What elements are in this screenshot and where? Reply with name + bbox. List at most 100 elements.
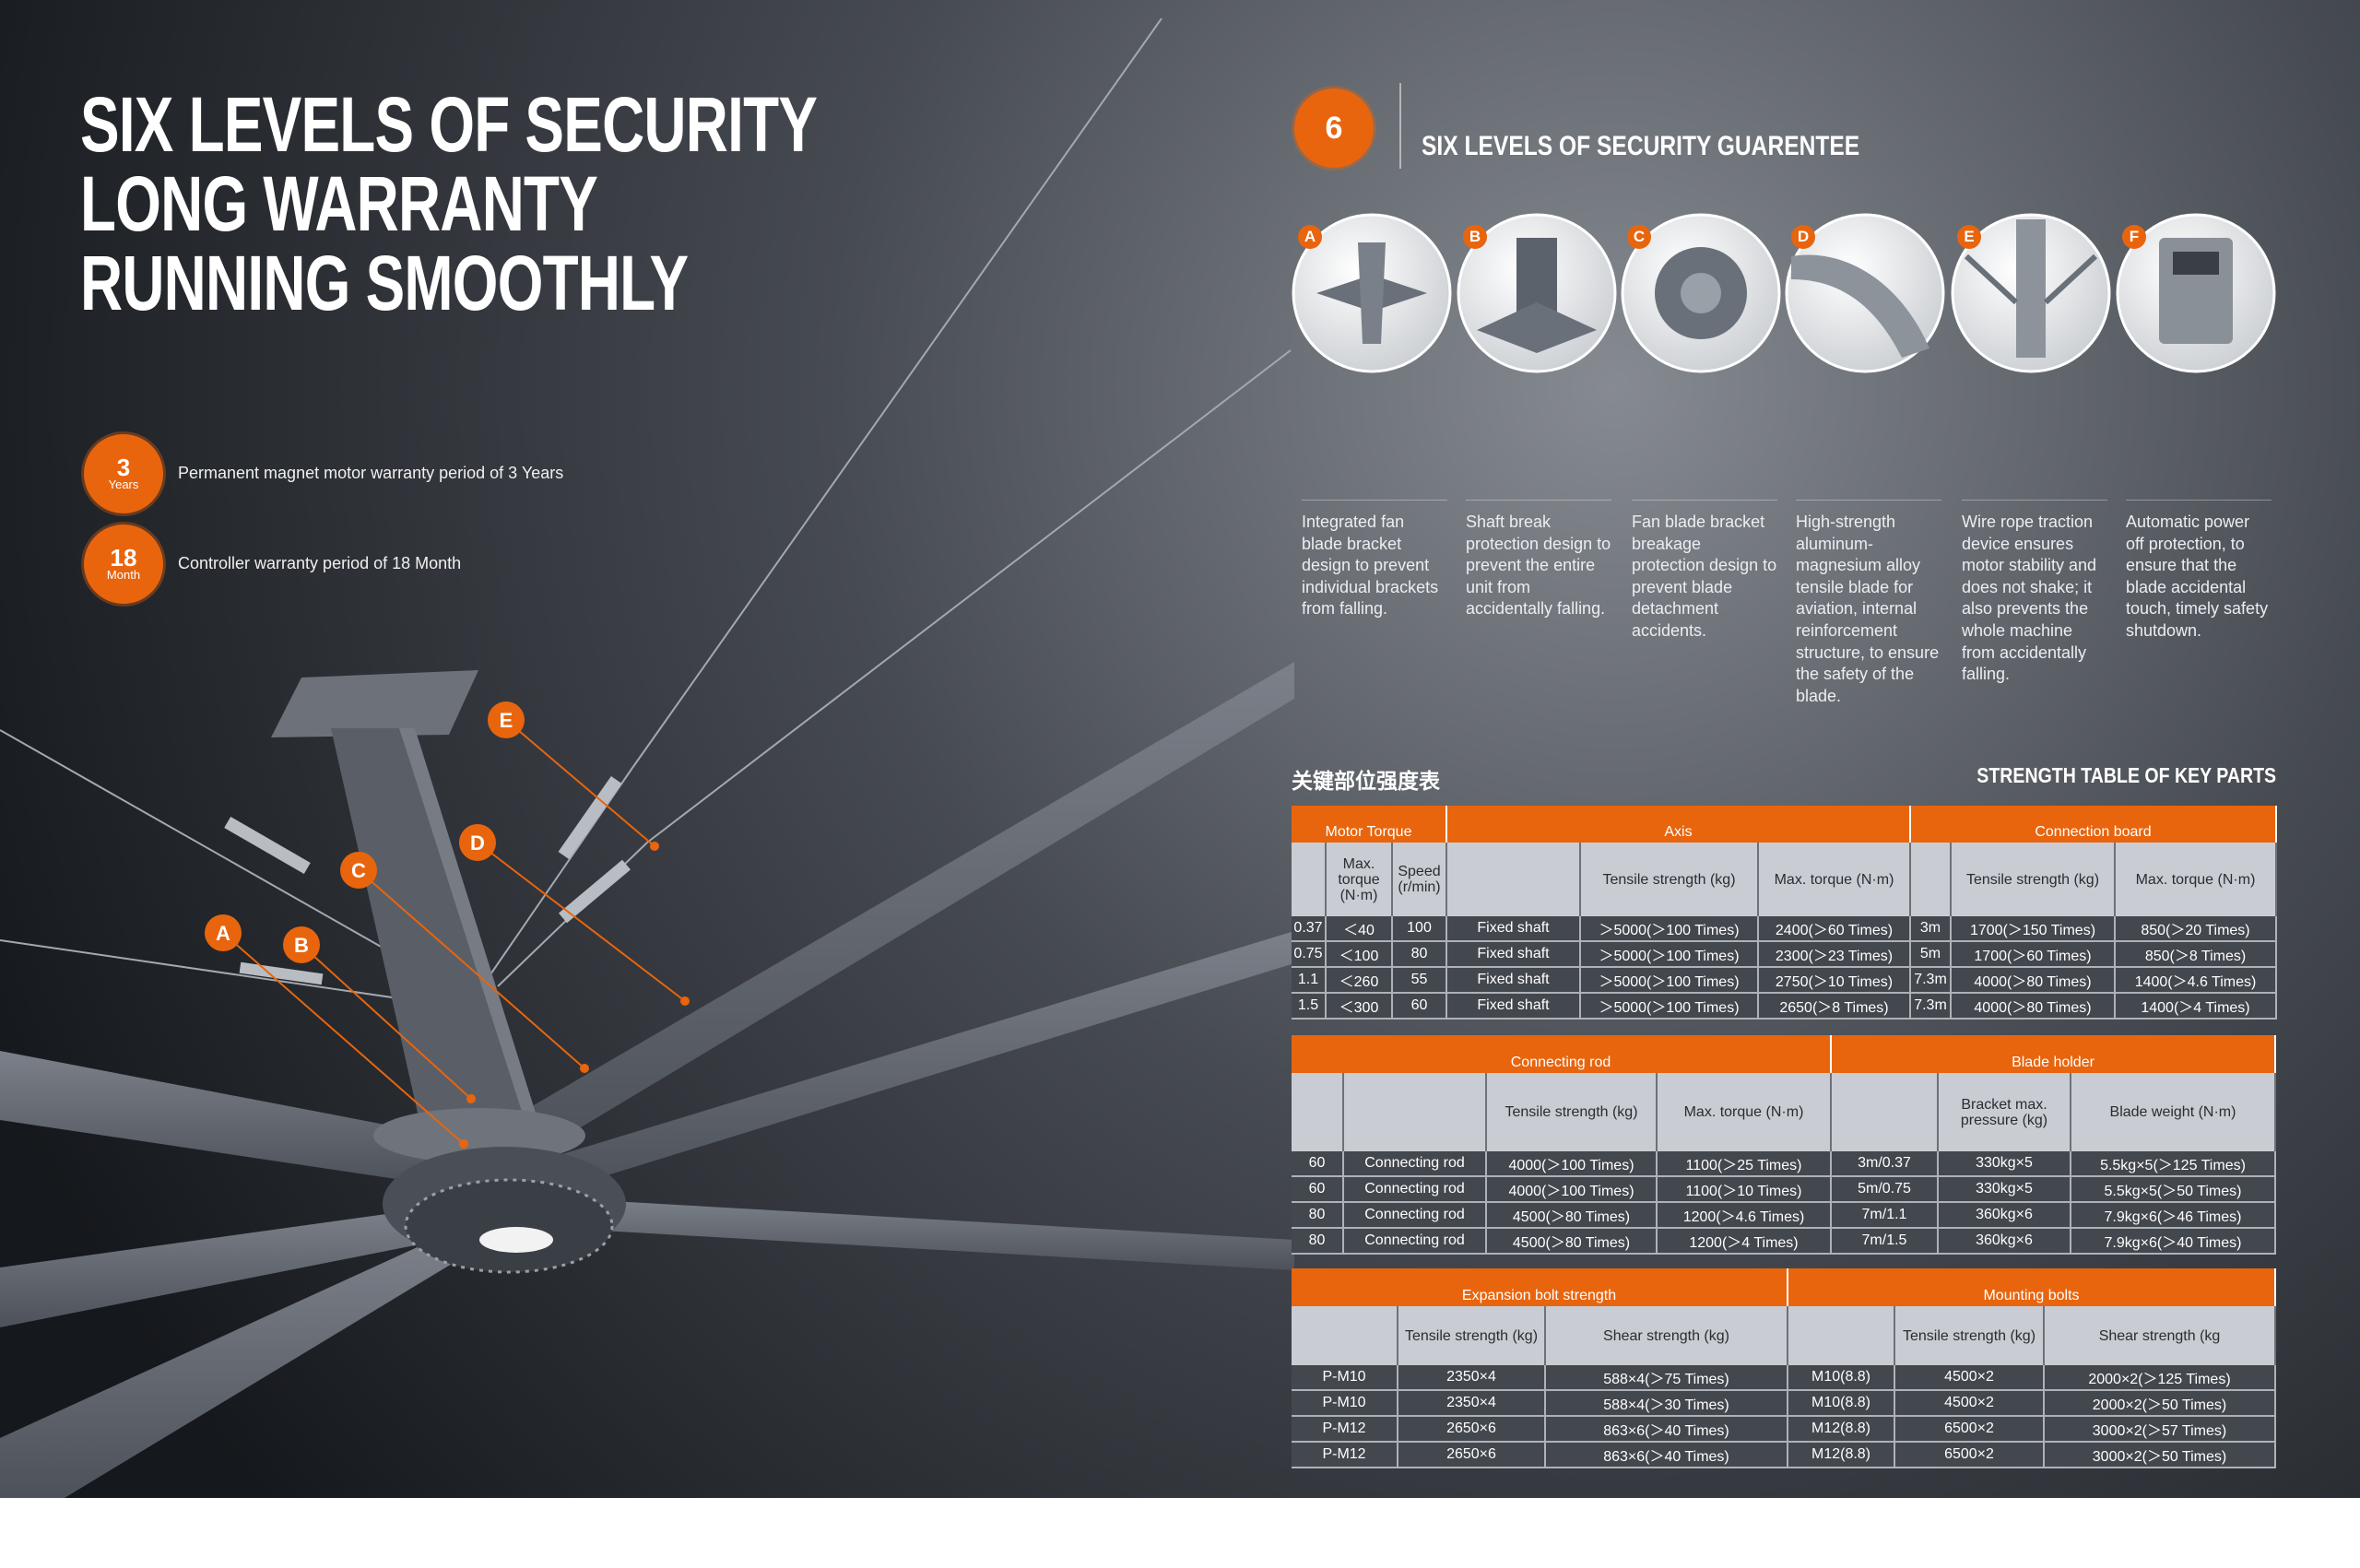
table-cell: 60 bbox=[1393, 994, 1447, 1020]
table-cell: 80 bbox=[1393, 942, 1447, 968]
fan-mount bbox=[271, 670, 626, 1274]
callout-dot bbox=[650, 842, 659, 851]
table-column-header: Max. torque (N·m) bbox=[1658, 1073, 1832, 1151]
callout-letter: C bbox=[351, 859, 366, 882]
table-column-header bbox=[1292, 1073, 1344, 1151]
table-cell: 1400(＞4.6 Times) bbox=[2116, 968, 2277, 994]
table-column-header: Shear strength (kg) bbox=[1546, 1306, 1788, 1365]
callout-line bbox=[301, 944, 472, 1100]
table-cell: ＜260 bbox=[1327, 968, 1393, 994]
table-cell: M10(8.8) bbox=[1788, 1365, 1895, 1391]
table-cell: 2000×2(＞50 Times) bbox=[2045, 1391, 2276, 1417]
callout-line bbox=[358, 869, 585, 1069]
table-column-header: Max. torque (N·m) bbox=[1327, 843, 1393, 916]
table-cell: M12(8.8) bbox=[1788, 1443, 1895, 1468]
table-cell: 2650×6 bbox=[1398, 1443, 1546, 1468]
table-cell: 5m/0.75 bbox=[1832, 1177, 1939, 1203]
callout-letter: A bbox=[216, 922, 230, 945]
table-cell: Connecting rod bbox=[1344, 1229, 1487, 1255]
feature-description: Automatic power off protection, to ensur… bbox=[2126, 500, 2272, 643]
table-cell: 2750(＞10 Times) bbox=[1759, 968, 1911, 994]
table-cell: 4000(＞80 Times) bbox=[1952, 968, 2116, 994]
feature-description: Integrated fan blade bracket design to p… bbox=[1302, 500, 1447, 620]
table-group-header: Blade holder bbox=[1832, 1035, 2276, 1073]
table-cell: 360kg×6 bbox=[1939, 1229, 2071, 1255]
table-cell: 7.9kg×6(＞46 Times) bbox=[2071, 1203, 2276, 1229]
table-title-en: STRENGTH TABLE OF KEY PARTS bbox=[1976, 763, 2276, 787]
table-cell: Fixed shaft bbox=[1447, 968, 1581, 994]
table-cell: 5.5kg×5(＞125 Times) bbox=[2071, 1151, 2276, 1177]
table-column-header: Tensile strength (kg) bbox=[1398, 1306, 1546, 1365]
table-column-header bbox=[1344, 1073, 1487, 1151]
table-group-header: Expansion bolt strength bbox=[1292, 1268, 1788, 1306]
feature-letter: F bbox=[2122, 225, 2146, 249]
table-cell: Fixed shaft bbox=[1447, 942, 1581, 968]
feature-description: Shaft break protection design to prevent… bbox=[1466, 500, 1611, 620]
table-cell: 2350×4 bbox=[1398, 1391, 1546, 1417]
table-cell: 588×4(＞30 Times) bbox=[1546, 1391, 1788, 1417]
table-cell: ＜40 bbox=[1327, 916, 1393, 942]
fan-blades bbox=[0, 662, 1294, 1498]
table-cell: 2000×2(＞125 Times) bbox=[2045, 1365, 2276, 1391]
table-title-cn: 关键部位强度表 bbox=[1292, 769, 1440, 793]
table-cell: 1200(＞4.6 Times) bbox=[1658, 1203, 1832, 1229]
table-cell: 4500×2 bbox=[1895, 1365, 2045, 1391]
table-cell: 4500(＞80 Times) bbox=[1487, 1229, 1658, 1255]
callout-dot bbox=[459, 1139, 468, 1149]
table-cell: Fixed shaft bbox=[1447, 916, 1581, 942]
table-cell: 850(＞20 Times) bbox=[2116, 916, 2277, 942]
table-cell: 0.37 bbox=[1292, 916, 1327, 942]
table-cell: 850(＞8 Times) bbox=[2116, 942, 2277, 968]
table-cell: 60 bbox=[1292, 1151, 1344, 1177]
table-column-header: Tensile strength (kg) bbox=[1487, 1073, 1658, 1151]
callouts: A B C D E bbox=[205, 701, 690, 1149]
table-cell: 2400(＞60 Times) bbox=[1759, 916, 1911, 942]
feature-description: Wire rope traction device ensures motor … bbox=[1962, 500, 2107, 686]
headline-line: SIX LEVELS OF SECURITY bbox=[80, 81, 818, 168]
headline-line: RUNNING SMOOTHLY bbox=[80, 240, 689, 326]
table-cell: P-M10 bbox=[1292, 1365, 1398, 1391]
table-group-header: Mounting bolts bbox=[1788, 1268, 2276, 1306]
callout-letter: D bbox=[470, 831, 485, 855]
table-cell: 7m/1.1 bbox=[1832, 1203, 1939, 1229]
table-cell: 1200(＞4 Times) bbox=[1658, 1229, 1832, 1255]
table-group-header: Motor Torque bbox=[1292, 806, 1447, 843]
table-cell: 1100(＞10 Times) bbox=[1658, 1177, 1832, 1203]
table-cell: 3m bbox=[1911, 916, 1952, 942]
table-cell: 7.3m bbox=[1911, 968, 1952, 994]
table-cell: ＜300 bbox=[1327, 994, 1393, 1020]
table-column-header bbox=[1911, 843, 1952, 916]
table-cell: 3m/0.37 bbox=[1832, 1151, 1939, 1177]
table-cell: 100 bbox=[1393, 916, 1447, 942]
table-cell: 1.5 bbox=[1292, 994, 1327, 1020]
table-cell: 4500(＞80 Times) bbox=[1487, 1203, 1658, 1229]
table-cell: Connecting rod bbox=[1344, 1177, 1487, 1203]
table-cell: 6500×2 bbox=[1895, 1417, 2045, 1443]
table-cell: ＞5000(＞100 Times) bbox=[1581, 968, 1759, 994]
table-column-header bbox=[1832, 1073, 1939, 1151]
table-cell: 3000×2(＞57 Times) bbox=[2045, 1417, 2276, 1443]
table-cell: ＞5000(＞100 Times) bbox=[1581, 994, 1759, 1020]
table-cell: ＜100 bbox=[1327, 942, 1393, 968]
callout-letter: E bbox=[500, 709, 513, 732]
table-cell: 5m bbox=[1911, 942, 1952, 968]
table-cell: 2650(＞8 Times) bbox=[1759, 994, 1911, 1020]
table-cell: 863×6(＞40 Times) bbox=[1546, 1443, 1788, 1468]
table-column-header: Shear strength (kg bbox=[2045, 1306, 2276, 1365]
table-column-header: Bracket max. pressure (kg) bbox=[1939, 1073, 2071, 1151]
callout-badge bbox=[340, 852, 377, 889]
table-cell: 7m/1.5 bbox=[1832, 1229, 1939, 1255]
feature-description: Fan blade bracket breakage protection de… bbox=[1632, 500, 1777, 643]
warranty-badge-unit: Month bbox=[106, 568, 141, 582]
warranty-badge-number: 3 bbox=[116, 454, 131, 481]
headline-line: LONG WARRANTY bbox=[80, 160, 598, 247]
table-cell: 6500×2 bbox=[1895, 1443, 2045, 1468]
section-badge: 6 bbox=[1294, 88, 1374, 168]
table-cell: 863×6(＞40 Times) bbox=[1546, 1417, 1788, 1443]
table-cell: 80 bbox=[1292, 1203, 1344, 1229]
feature-letter: C bbox=[1627, 225, 1651, 249]
table-cell: ＞5000(＞100 Times) bbox=[1581, 916, 1759, 942]
headline: SIX LEVELS OF SECURITY LONG WARRANTY RUN… bbox=[80, 81, 818, 326]
table-cell: 4500×2 bbox=[1895, 1391, 2045, 1417]
